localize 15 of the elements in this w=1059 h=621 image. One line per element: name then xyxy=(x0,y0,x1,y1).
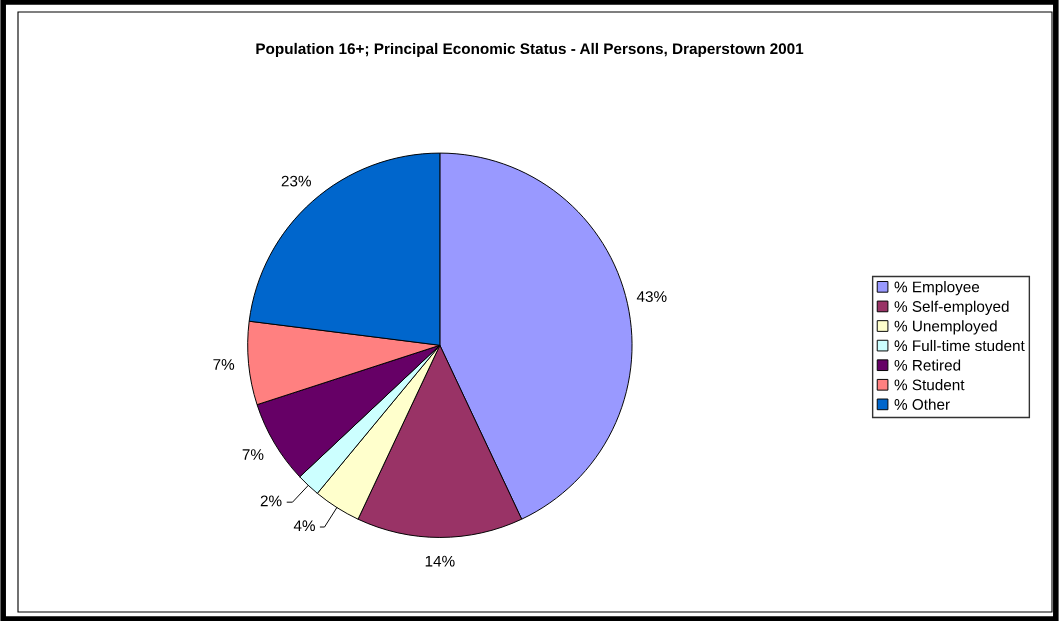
legend-label: % Retired xyxy=(894,359,961,371)
data-label: 7% xyxy=(213,359,235,370)
legend-label: % Full-time student xyxy=(894,339,1025,352)
legend-label: % Unemployed xyxy=(894,320,997,335)
data-label: 23% xyxy=(281,175,311,187)
legend-label: % Student xyxy=(894,379,965,391)
data-label: 43% xyxy=(636,291,667,302)
legend-label: % Employee xyxy=(894,281,980,296)
data-label: 7% xyxy=(242,449,264,460)
data-label: 4% xyxy=(293,520,315,532)
data-label: 14% xyxy=(425,555,455,567)
chart-title: Population 16+; Principal Economic Status - All Persons, Draperstown 2001 xyxy=(256,42,804,58)
legend-label: % Self-employed xyxy=(894,300,1009,315)
legend-label: % Other xyxy=(894,398,950,410)
data-label: 2% xyxy=(260,495,282,507)
